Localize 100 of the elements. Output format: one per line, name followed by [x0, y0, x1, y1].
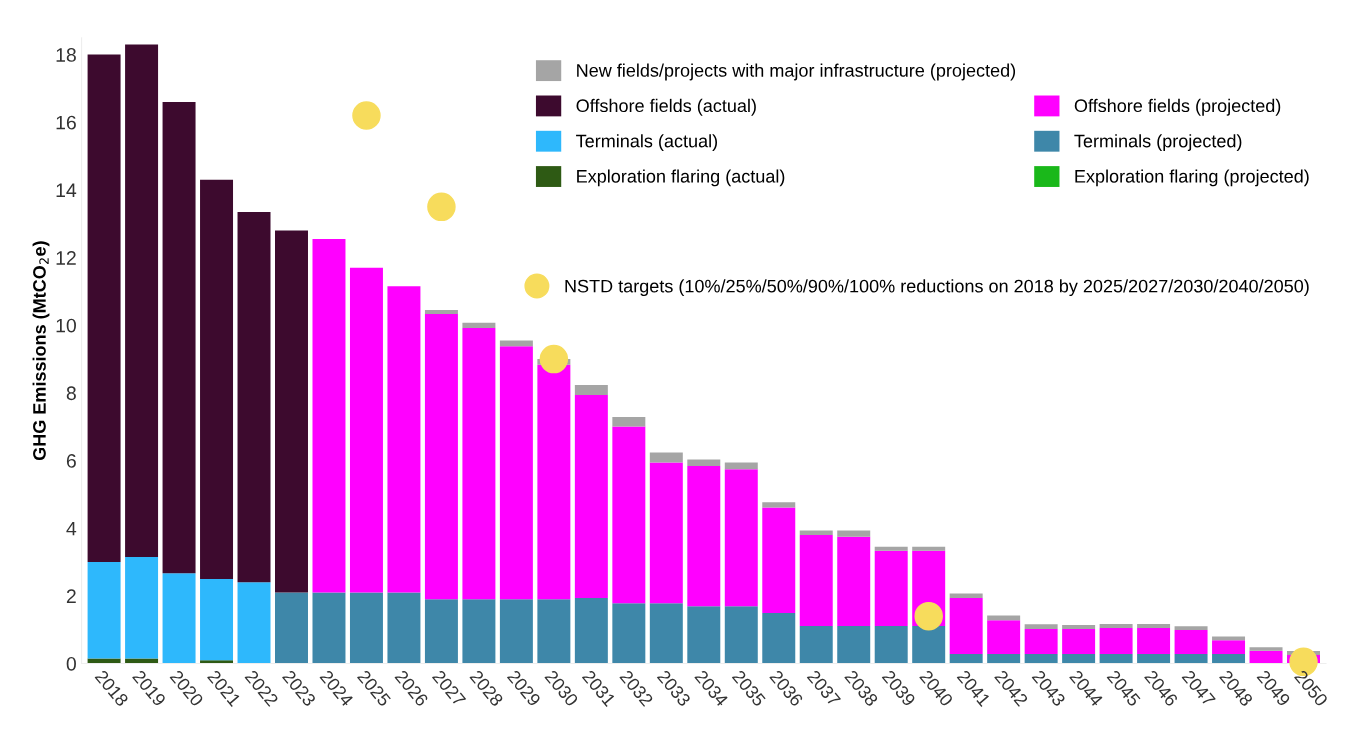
bar — [387, 286, 421, 593]
y-tick-label: 8 — [66, 386, 76, 401]
legend-label: Offshore fields (actual) — [576, 98, 756, 116]
bar — [649, 452, 683, 463]
bar — [125, 658, 159, 664]
bar — [837, 530, 871, 537]
legend-label: NSTD targets (10%/25%/50%/90%/100% reductions on 2018 by 2025/2027/2030/2040/2050) — [565, 279, 1309, 297]
bar — [1174, 654, 1208, 664]
bar — [574, 394, 608, 598]
bar — [949, 597, 983, 655]
point — [914, 601, 943, 631]
bar — [762, 502, 796, 508]
bar — [612, 416, 646, 427]
bar — [125, 44, 159, 557]
bar — [1099, 623, 1133, 628]
bar — [1024, 624, 1058, 630]
y-tick-label: 12 — [56, 251, 76, 265]
bar — [949, 654, 983, 664]
bar — [799, 534, 833, 626]
bar — [987, 620, 1021, 655]
bar — [1174, 626, 1208, 631]
bar — [987, 654, 1021, 664]
bar — [574, 597, 608, 664]
bar — [612, 426, 646, 604]
bar — [1024, 629, 1058, 655]
y-tick-label: 16 — [56, 115, 76, 130]
bar — [537, 599, 571, 664]
bar — [162, 573, 196, 664]
y-tick-label: 18 — [56, 48, 76, 62]
bar — [499, 599, 533, 664]
bar — [312, 592, 346, 664]
bar — [1099, 628, 1133, 655]
legend-label: New fields/projects with major infrastructure (projected) — [577, 63, 1016, 81]
bar — [837, 536, 871, 626]
legend-label: Terminals (projected) — [1074, 134, 1242, 151]
bar — [87, 658, 121, 664]
bar — [762, 507, 796, 614]
y-tick-label: 6 — [66, 454, 76, 468]
bar — [949, 593, 983, 598]
bar — [200, 578, 234, 661]
bar — [1099, 654, 1133, 664]
bar — [687, 606, 721, 664]
bar — [499, 340, 533, 347]
bar — [1062, 629, 1096, 655]
bar — [912, 546, 946, 551]
bar — [687, 465, 721, 607]
bar — [1174, 630, 1208, 655]
bar — [1024, 654, 1058, 664]
bar — [349, 267, 383, 593]
bar — [312, 238, 346, 593]
point — [352, 101, 381, 130]
bar — [1137, 654, 1171, 664]
bar — [125, 556, 159, 659]
bar — [424, 599, 458, 664]
bar — [874, 625, 908, 664]
bar — [349, 592, 383, 664]
bar — [1249, 650, 1283, 664]
legend-label: Exploration flaring (projected) — [1075, 169, 1309, 187]
bar — [499, 346, 533, 600]
bar — [462, 327, 496, 600]
bar — [275, 592, 308, 664]
bar — [912, 625, 946, 664]
y-tick-label: 14 — [56, 183, 77, 197]
bar — [874, 550, 908, 626]
bar — [1212, 636, 1246, 641]
bar — [649, 462, 683, 604]
bar — [237, 582, 271, 664]
legend-label: Exploration flaring (actual) — [577, 169, 785, 187]
bar — [574, 385, 608, 395]
point — [427, 192, 456, 222]
y-axis-title: GHG Emissions (MtCO$_{2}$e) — [32, 241, 50, 461]
bar — [237, 211, 271, 583]
bar — [762, 613, 796, 664]
bar — [424, 310, 458, 315]
legend-label: Terminals (actual) — [576, 134, 718, 151]
bar — [87, 562, 121, 659]
bar — [724, 606, 758, 664]
bar — [1062, 624, 1096, 630]
bar — [87, 54, 121, 563]
bar — [462, 322, 496, 328]
y-tick-label: 0 — [66, 656, 76, 671]
bar — [537, 364, 571, 600]
bar — [200, 179, 234, 579]
bar — [387, 592, 421, 664]
y-tick-label: 2 — [66, 589, 76, 603]
bar — [1137, 623, 1171, 628]
bar — [462, 599, 496, 664]
bar — [1212, 640, 1246, 655]
bar — [799, 625, 833, 664]
bar — [424, 314, 458, 600]
bar — [1062, 654, 1096, 664]
bar — [987, 615, 1021, 621]
bar — [1249, 647, 1283, 651]
bar — [874, 546, 908, 551]
bar — [649, 603, 683, 664]
point — [539, 344, 569, 374]
bar — [1212, 654, 1246, 664]
y-tick-label: 10 — [56, 318, 76, 333]
bar — [837, 625, 871, 664]
legend-label: Offshore fields (projected) — [1074, 98, 1281, 116]
